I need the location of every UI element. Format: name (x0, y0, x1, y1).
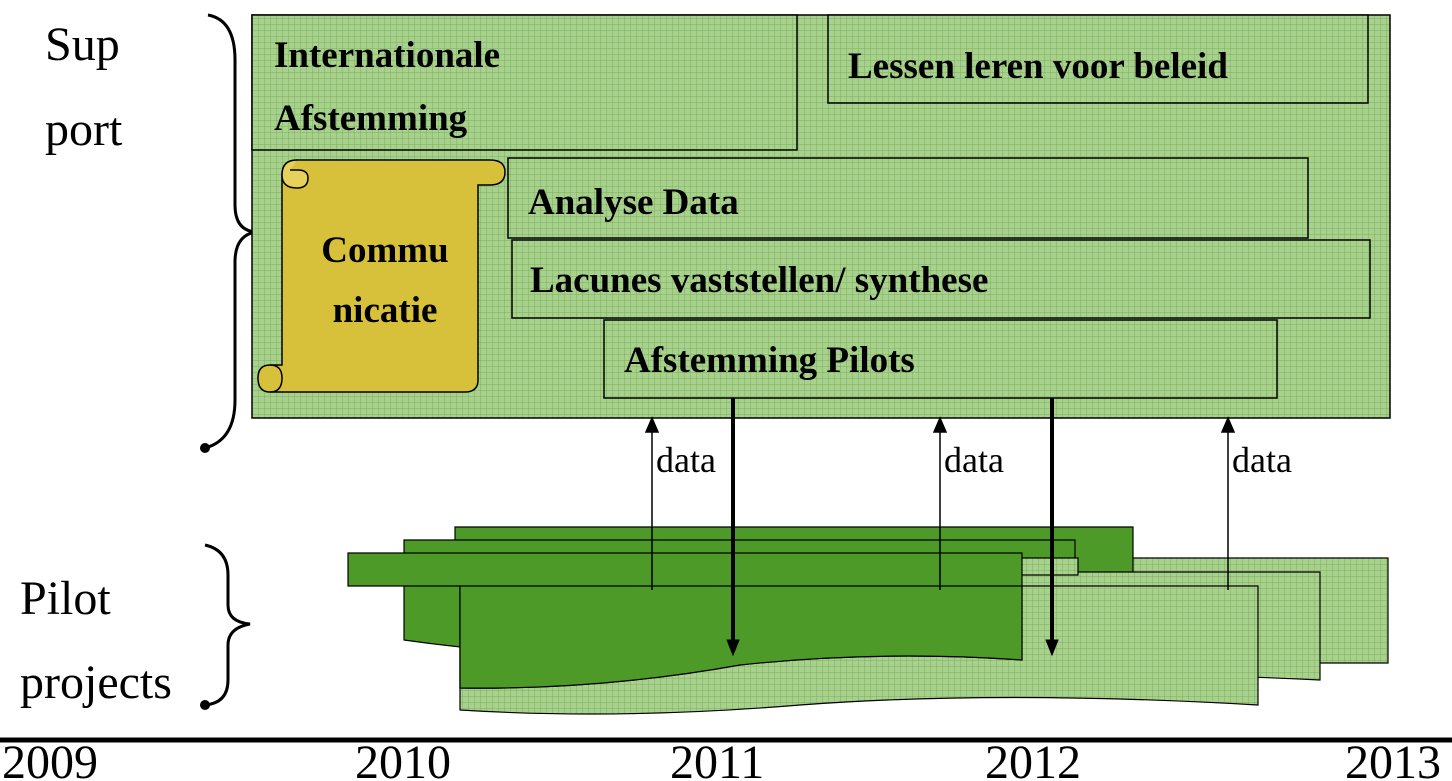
box (827, 14, 1369, 104)
year-label: 2012 (985, 736, 1081, 781)
arrow-label: data (1232, 440, 1292, 480)
year-label: 2011 (670, 736, 764, 781)
box-label: Afstemming Pilots (624, 340, 915, 381)
year-label: 2013 (1345, 736, 1441, 781)
box-label: Lacunes vaststellen/ synthese (530, 260, 988, 301)
box (507, 157, 1309, 239)
section-label: projects (20, 656, 172, 709)
year-label: 2009 (2, 736, 98, 781)
brace (204, 543, 251, 707)
box-label: nicatie (333, 290, 438, 331)
box-label: Commu (321, 230, 448, 271)
arrow-label: data (656, 440, 716, 480)
scroll (257, 159, 506, 393)
pilot-projects (347, 526, 1389, 715)
box-label: Lessen leren voor beleid (848, 46, 1228, 87)
section-label: Pilot (20, 572, 111, 625)
brace-dot (200, 700, 210, 710)
brace (204, 13, 256, 450)
box (603, 319, 1278, 399)
section-label: port (45, 103, 123, 156)
box-label: Afstemming (274, 98, 468, 139)
year-label: 2010 (355, 736, 451, 781)
box-label: Internationale (274, 35, 500, 76)
arrow-label: data (944, 440, 1004, 480)
arrows (644, 398, 1236, 657)
section-label: Sup (45, 18, 120, 71)
box-label: Analyse Data (528, 182, 739, 223)
brace-dot (200, 443, 210, 453)
box (251, 14, 798, 151)
box (511, 239, 1371, 319)
